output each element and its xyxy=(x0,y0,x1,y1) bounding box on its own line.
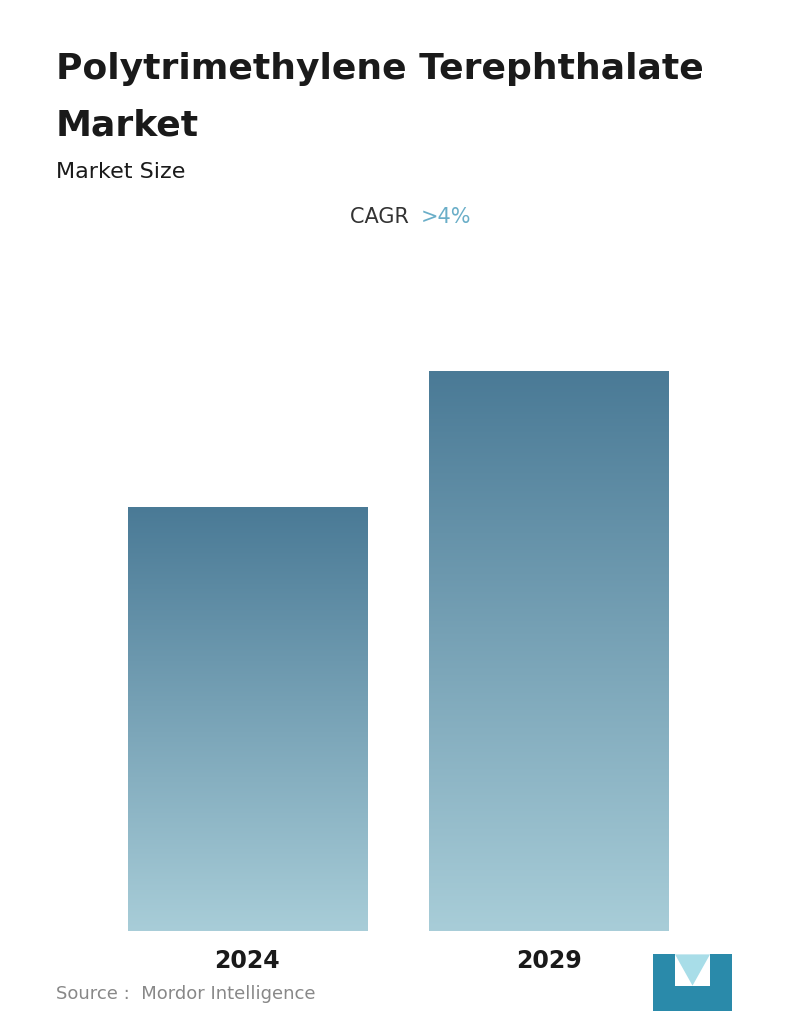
Text: Source :  Mordor Intelligence: Source : Mordor Intelligence xyxy=(56,985,315,1003)
Text: 2024: 2024 xyxy=(215,949,280,973)
Polygon shape xyxy=(653,954,675,1011)
Polygon shape xyxy=(710,954,732,1011)
Text: 2029: 2029 xyxy=(516,949,582,973)
Text: Polytrimethylene Terephthalate: Polytrimethylene Terephthalate xyxy=(56,52,704,86)
Text: >4%: >4% xyxy=(420,207,470,226)
Text: CAGR: CAGR xyxy=(350,207,416,226)
Text: Market Size: Market Size xyxy=(56,162,185,182)
Polygon shape xyxy=(675,954,710,985)
Text: Market: Market xyxy=(56,109,199,143)
Polygon shape xyxy=(675,985,710,1011)
